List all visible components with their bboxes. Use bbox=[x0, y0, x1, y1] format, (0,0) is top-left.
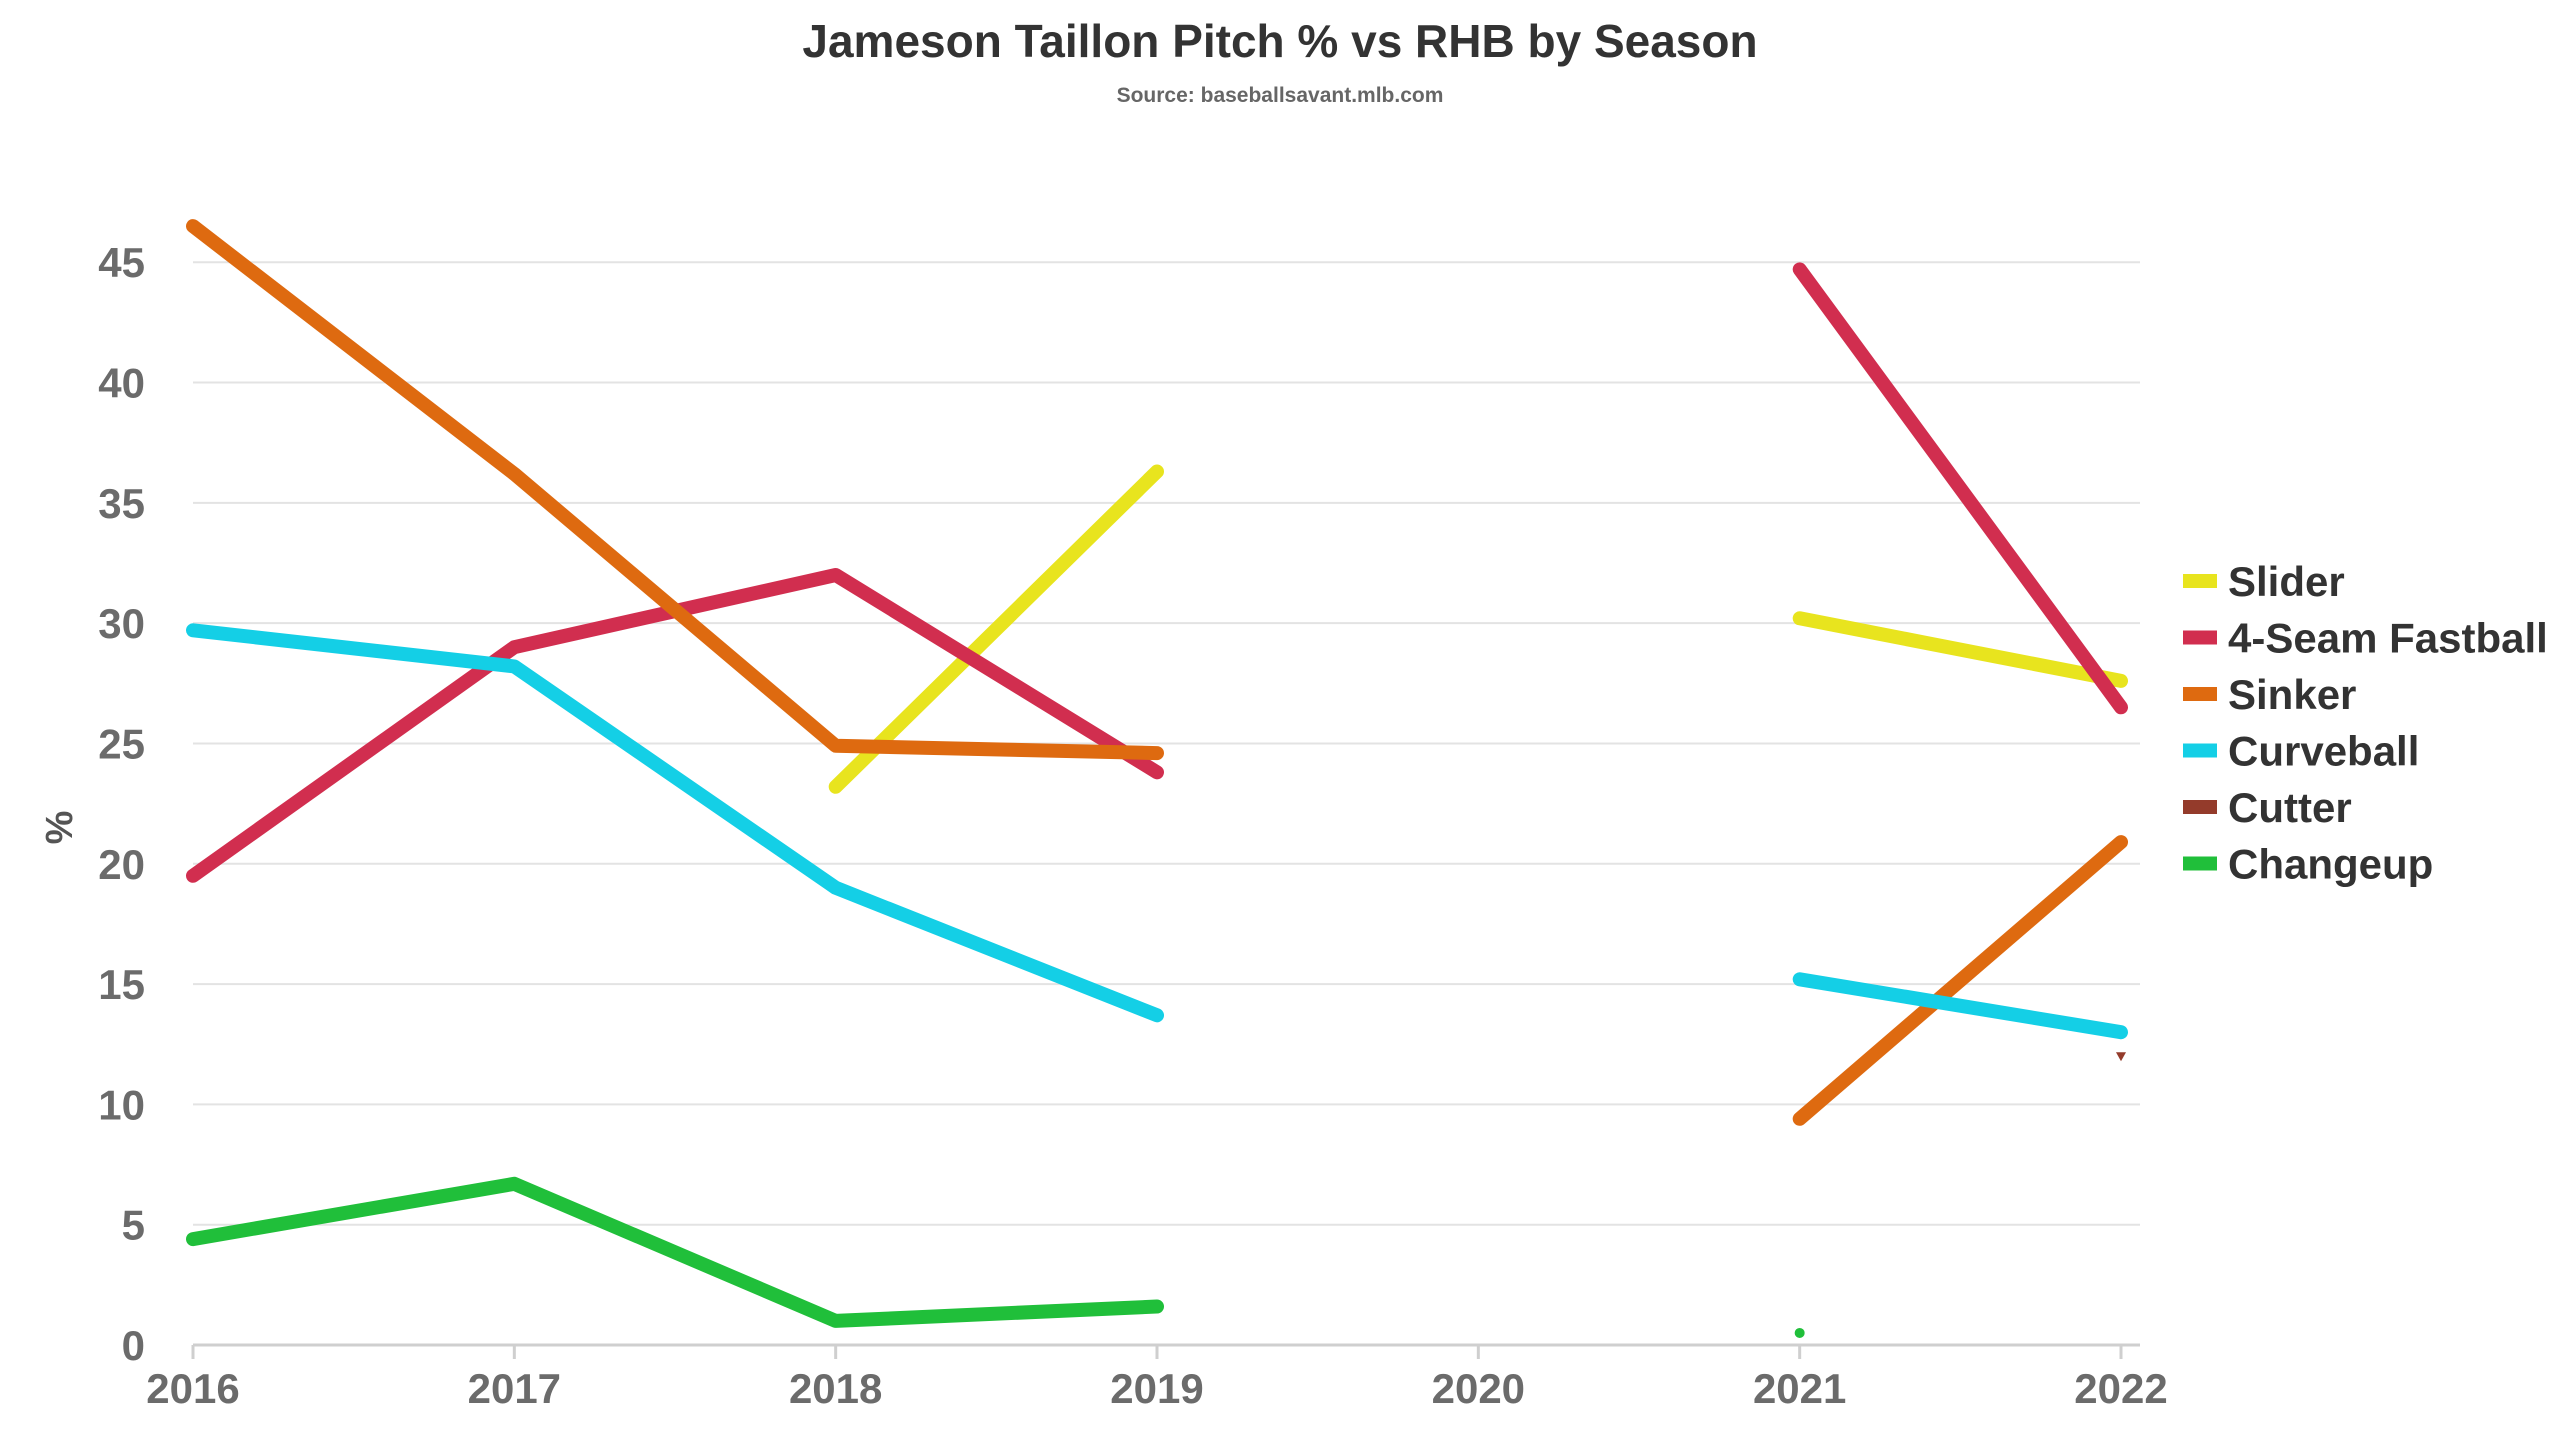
series-curveball bbox=[186, 623, 2128, 1040]
legend-item-4-seam-fastball[interactable]: 4-Seam Fastball bbox=[2183, 615, 2548, 662]
y-tick-label-15: 15 bbox=[98, 961, 145, 1008]
legend-swatch-curveball bbox=[2183, 743, 2217, 758]
y-tick-label-5: 5 bbox=[122, 1202, 145, 1249]
x-tick-label-2019: 2019 bbox=[1110, 1365, 1203, 1412]
y-tick-label-30: 30 bbox=[98, 600, 145, 647]
point-cutter-2022 bbox=[2116, 1052, 2126, 1062]
legend-item-curveball[interactable]: Curveball bbox=[2183, 728, 2419, 775]
legend-swatch-sinker bbox=[2183, 687, 2217, 701]
legend-item-slider[interactable]: Slider bbox=[2183, 558, 2345, 605]
series-lines bbox=[186, 219, 2128, 1338]
x-tick-label-2022: 2022 bbox=[2074, 1365, 2167, 1412]
chart-subtitle: Source: baseballsavant.mlb.com bbox=[1116, 84, 1444, 107]
legend-swatch-slider bbox=[2183, 574, 2217, 588]
legend-label-curveball: Curveball bbox=[2228, 728, 2419, 775]
y-axis-label: % bbox=[39, 811, 81, 845]
gridlines bbox=[193, 261, 2140, 1226]
x-tick-label-2020: 2020 bbox=[1432, 1365, 1525, 1412]
y-tick-label-35: 35 bbox=[98, 480, 145, 527]
y-axis-ticks: 0 5 10 15 20 25 30 35 40 45 bbox=[98, 239, 145, 1369]
series-cutter bbox=[2116, 1052, 2126, 1062]
legend-swatch-4-seam-fastball bbox=[2183, 630, 2217, 645]
line-curveball-segment-1 bbox=[1792, 972, 2128, 1040]
y-tick-label-25: 25 bbox=[98, 720, 145, 767]
legend-label-4-seam-fastball: 4-Seam Fastball bbox=[2228, 615, 2548, 662]
line-curveball-segment-0 bbox=[186, 623, 1164, 1023]
legend-swatch-cutter bbox=[2183, 800, 2217, 814]
y-tick-label-20: 20 bbox=[98, 841, 145, 888]
line-sinker-segment-1 bbox=[1792, 835, 2128, 1126]
series-sinker bbox=[186, 219, 2128, 1126]
axes: % bbox=[39, 811, 2140, 1347]
legend-item-cutter[interactable]: Cutter bbox=[2183, 784, 2352, 831]
x-tick-label-2017: 2017 bbox=[468, 1365, 561, 1412]
legend-label-changeup: Changeup bbox=[2228, 841, 2433, 888]
legend-label-sinker: Sinker bbox=[2228, 671, 2356, 718]
legend-swatch-changeup bbox=[2183, 856, 2217, 871]
y-tick-label-0: 0 bbox=[122, 1322, 145, 1369]
legend-item-changeup[interactable]: Changeup bbox=[2183, 841, 2433, 888]
line-slider-segment-0 bbox=[828, 464, 1164, 794]
y-tick-label-10: 10 bbox=[98, 1081, 145, 1128]
line-sinker-segment-0 bbox=[186, 219, 1164, 761]
x-axis-ticks: 2016 2017 2018 2019 2020 2021 2022 bbox=[146, 1345, 2168, 1412]
y-tick-label-40: 40 bbox=[98, 360, 145, 407]
x-tick-label-2016: 2016 bbox=[146, 1365, 239, 1412]
line-4-seam-fastball-segment-1 bbox=[1792, 262, 2128, 715]
point-changeup-2021 bbox=[1794, 1327, 1805, 1338]
series-slider bbox=[828, 464, 2128, 794]
y-tick-label-45: 45 bbox=[98, 239, 145, 286]
legend-label-cutter: Cutter bbox=[2228, 784, 2352, 831]
line-slider-segment-1 bbox=[1792, 611, 2128, 688]
legend-item-sinker[interactable]: Sinker bbox=[2183, 671, 2356, 718]
line-changeup-segment-0 bbox=[186, 1176, 1164, 1328]
series-4-seam-fastball bbox=[186, 262, 2128, 883]
legend-label-slider: Slider bbox=[2228, 558, 2345, 605]
legend: Slider 4-Seam Fastball Sinker Curveball Cutt… bbox=[2183, 558, 2548, 888]
chart-title: Jameson Taillon Pitch % vs RHB by Season bbox=[802, 15, 1758, 67]
x-tick-label-2021: 2021 bbox=[1753, 1365, 1846, 1412]
x-tick-label-2018: 2018 bbox=[789, 1365, 882, 1412]
series-changeup bbox=[186, 1176, 1805, 1338]
